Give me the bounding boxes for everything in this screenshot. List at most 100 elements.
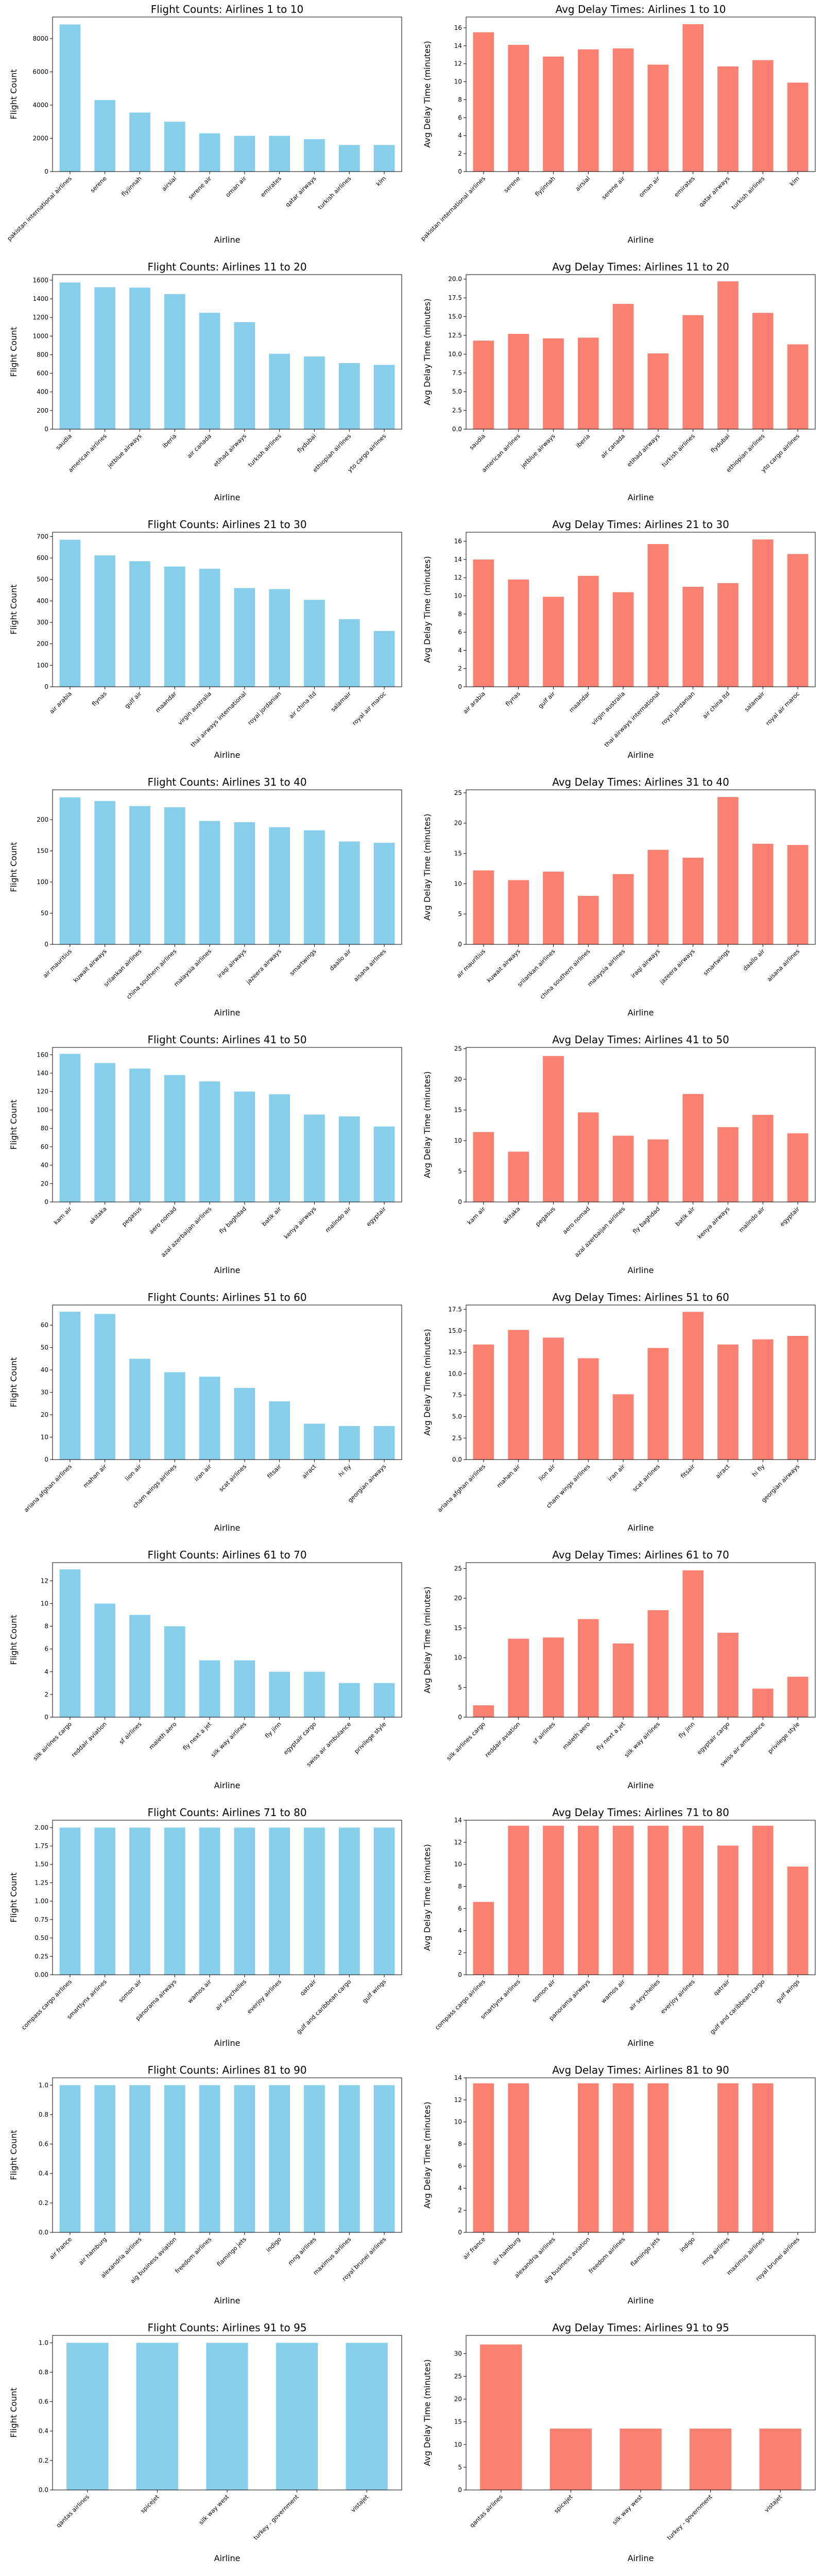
bar-maximus-airlines: [338, 2085, 360, 2232]
x-tick-label: malindo air: [737, 1205, 766, 1234]
bar-iran-air: [199, 1377, 220, 1460]
x-tick-label: turkish airlines: [730, 175, 766, 211]
plot-frame: [466, 1304, 816, 1460]
x-tick-label: egyptair: [365, 1205, 387, 1228]
y-tick-label: 10: [454, 78, 462, 86]
bar-egyptair-cargo: [304, 1671, 325, 1717]
x-tick-label: hi fly: [337, 1463, 353, 1478]
bar-privilege-style: [373, 1683, 395, 1717]
x-tick-label: emirates: [259, 175, 283, 198]
chart-17: Flight Counts: Airlines 81 to 90 Flight C…: [9, 2064, 402, 2306]
x-tick-label: silk way airlines: [623, 1720, 661, 1758]
y-axis-label: Flight Count: [9, 842, 19, 892]
x-tick-label: emirates: [673, 175, 696, 198]
y-tick-label: 12.5: [448, 332, 462, 339]
x-tick-label: wamos air: [599, 1978, 626, 2005]
x-tick-label: iraqi airways: [216, 947, 248, 979]
y-tick-label: 7.5: [452, 369, 462, 377]
x-tick-label: georgian airways: [347, 1463, 388, 1504]
x-tick-label: air seychelles: [628, 1978, 662, 2012]
x-tick-label: gulf air: [123, 690, 143, 710]
y-axis-label: Avg Delay Time (minutes): [422, 298, 432, 405]
y-tick-label: 1.0: [39, 2339, 48, 2346]
chart-16: Avg Delay Times: Airlines 71 to 80 Avg De…: [422, 1806, 816, 2048]
x-tick-label: serene air: [600, 175, 627, 201]
y-tick-label: 2: [458, 1949, 462, 1956]
y-tick-label: 20: [454, 1595, 462, 1602]
y-tick-label: 8: [44, 1623, 48, 1630]
x-axis-label: Airline: [628, 235, 654, 245]
y-tick-label: 20: [41, 1411, 48, 1418]
x-tick-label: flydubai: [709, 432, 731, 454]
bar-maleth-aero: [577, 1619, 599, 1717]
chart-15: Flight Counts: Airlines 71 to 80 Flight C…: [9, 1806, 402, 2048]
bar-alexandria-airlines: [129, 2085, 150, 2232]
x-tick-label: flynas: [504, 690, 522, 707]
y-tick-label: 14: [454, 42, 462, 49]
bar-royal-brunei-airlines: [373, 2085, 395, 2232]
chart-title: Flight Counts: Airlines 31 to 40: [147, 776, 306, 788]
x-tick-label: virgin australia: [590, 690, 626, 726]
x-tick-label: air mauritius: [455, 947, 487, 979]
y-tick-label: 140: [37, 1070, 48, 1077]
plot-frame: [52, 2077, 402, 2233]
bar-iraqi-airways: [234, 822, 255, 944]
y-tick-label: 25: [454, 789, 462, 796]
x-tick-label: virgin australia: [176, 690, 213, 726]
chart-6: Avg Delay Times: Airlines 21 to 30 Avg De…: [422, 518, 816, 760]
chart-8: Avg Delay Times: Airlines 31 to 40 Avg De…: [422, 776, 816, 1018]
y-tick-label: 100: [37, 1106, 48, 1113]
chart-14: Avg Delay Times: Airlines 61 to 70 Avg De…: [422, 1549, 816, 1790]
y-tick-label: 16: [454, 538, 462, 545]
x-tick-label: aisana airlines: [766, 947, 801, 983]
x-tick-label: indigo: [678, 2235, 696, 2253]
x-tick-label: turkish airlines: [660, 432, 696, 468]
x-tick-label: turkish airlines: [247, 432, 283, 468]
plot-frame: [52, 2335, 402, 2490]
bar-azal-azerbaijan-airlines: [612, 1136, 634, 1202]
bar-spicejet: [136, 2343, 179, 2490]
bar-batik-air: [682, 1094, 704, 1202]
x-axis-label: Airline: [214, 1781, 241, 1790]
x-tick-label: fly jinn: [677, 1720, 696, 1739]
bar-air-france: [473, 2083, 494, 2232]
x-tick-label: klm: [788, 175, 801, 188]
x-tick-label: reddair aviation: [70, 1720, 108, 1758]
bar-maximus-airlines: [752, 2083, 774, 2232]
bar-georgian-airways: [373, 1426, 395, 1460]
y-axis-label: Avg Delay Time (minutes): [422, 2102, 432, 2208]
bar-ethiopian-airlines: [338, 363, 360, 429]
x-tick-label: salamair: [330, 690, 353, 713]
x-tick-label: maximus airlines: [312, 2235, 352, 2276]
bar-air-arabia: [473, 559, 494, 687]
bar-serene-air: [612, 48, 634, 172]
bar-azal-azerbaijan-airlines: [199, 1081, 220, 1202]
bar-egyptair: [373, 1126, 395, 1202]
x-tick-label: freedom airlines: [174, 2235, 213, 2275]
y-tick-label: 50: [41, 910, 48, 917]
x-tick-label: air hamburg: [77, 2235, 108, 2266]
bar-air-seychelles: [234, 1827, 255, 1975]
chart-3: Flight Counts: Airlines 11 to 20 Flight C…: [9, 261, 402, 502]
bar-qatrair: [717, 1845, 739, 1975]
x-tick-label: pakistan international airlines: [6, 175, 73, 242]
bar-kam-air: [59, 1054, 81, 1202]
chart-12: Avg Delay Times: Airlines 51 to 60 Avg De…: [422, 1291, 816, 1533]
x-tick-label: privilege style: [766, 1720, 801, 1755]
y-tick-label: 0.8: [39, 2368, 48, 2376]
y-tick-label: 1000: [32, 332, 48, 340]
x-tick-label: yto cargo airlines: [346, 432, 387, 473]
x-tick-label: qantas airlines: [468, 2493, 504, 2529]
x-axis-label: Airline: [628, 2038, 654, 2048]
plot-frame: [466, 532, 816, 687]
x-tick-label: flyjinnah: [534, 175, 557, 198]
bar-kuwait-airways: [94, 801, 116, 944]
bar-gulf-air: [543, 597, 564, 687]
y-axis-label: Flight Count: [9, 1357, 19, 1407]
y-tick-label: 200: [37, 407, 48, 414]
y-tick-label: 4: [458, 2184, 462, 2192]
y-tick-label: 60: [41, 1143, 48, 1150]
x-tick-label: american airlines: [480, 432, 522, 473]
bar-qantas-airlines: [480, 2344, 522, 2490]
bar-kenya-airways: [304, 1114, 325, 1202]
